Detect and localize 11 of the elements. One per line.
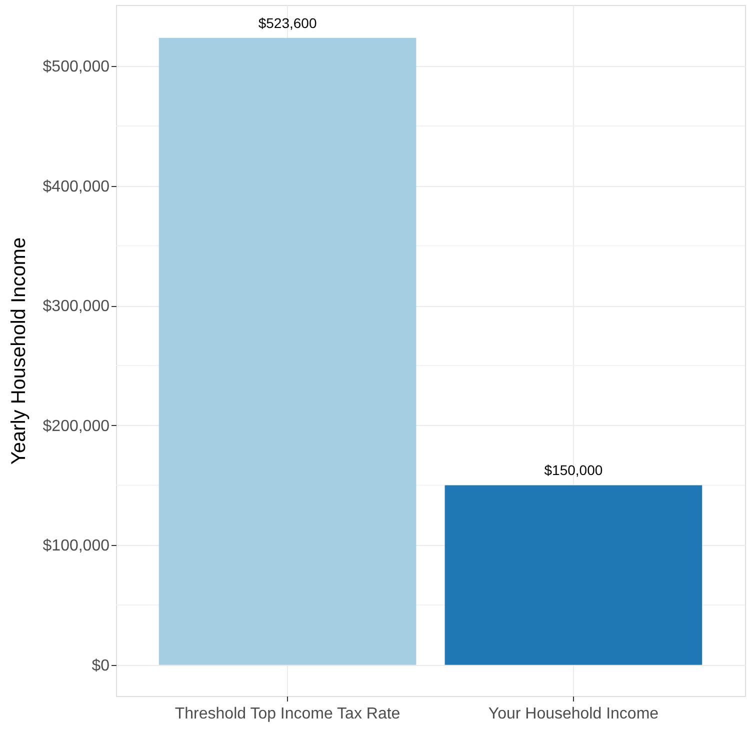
y-axis-title: Yearly Household Income — [8, 237, 30, 465]
y-tick-label: $400,000 — [42, 178, 110, 196]
y-tick-label: $300,000 — [42, 298, 110, 316]
x-tick-label: Threshold Top Income Tax Rate — [174, 706, 400, 722]
x-tick-label: Your Household Income — [488, 706, 659, 722]
data-label: $150,000 — [544, 462, 603, 478]
y-tick-label: $0 — [92, 657, 110, 674]
y-tick-label: $200,000 — [42, 418, 110, 435]
y-tick-label: $100,000 — [42, 538, 110, 555]
data-label: $523,600 — [258, 14, 317, 31]
y-tick-label: $500,000 — [42, 58, 110, 76]
